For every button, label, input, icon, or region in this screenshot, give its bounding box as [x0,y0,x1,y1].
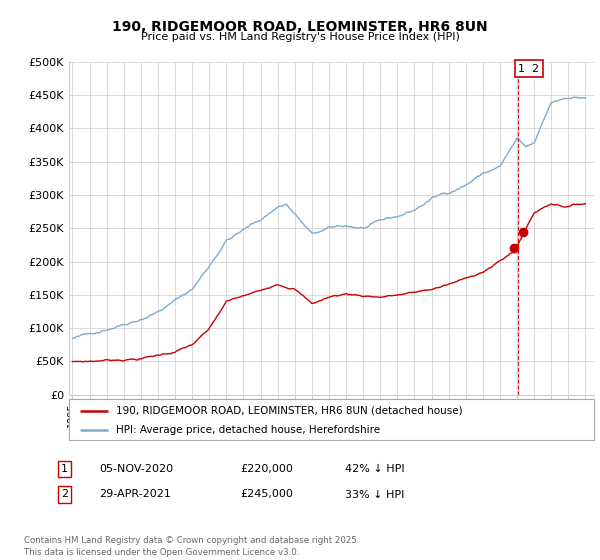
Text: 1: 1 [61,464,68,474]
Text: 190, RIDGEMOOR ROAD, LEOMINSTER, HR6 8UN: 190, RIDGEMOOR ROAD, LEOMINSTER, HR6 8UN [112,20,488,34]
Text: 42% ↓ HPI: 42% ↓ HPI [345,464,404,474]
Text: 190, RIDGEMOOR ROAD, LEOMINSTER, HR6 8UN (detached house): 190, RIDGEMOOR ROAD, LEOMINSTER, HR6 8UN… [116,405,463,416]
Text: 29-APR-2021: 29-APR-2021 [99,489,171,500]
Text: 05-NOV-2020: 05-NOV-2020 [99,464,173,474]
Text: £245,000: £245,000 [240,489,293,500]
Text: £220,000: £220,000 [240,464,293,474]
Text: 33% ↓ HPI: 33% ↓ HPI [345,489,404,500]
Text: HPI: Average price, detached house, Herefordshire: HPI: Average price, detached house, Here… [116,424,380,435]
Text: Price paid vs. HM Land Registry's House Price Index (HPI): Price paid vs. HM Land Registry's House … [140,32,460,42]
Text: Contains HM Land Registry data © Crown copyright and database right 2025.
This d: Contains HM Land Registry data © Crown c… [24,536,359,557]
Text: 1  2: 1 2 [518,64,539,73]
Text: 2: 2 [61,489,68,500]
